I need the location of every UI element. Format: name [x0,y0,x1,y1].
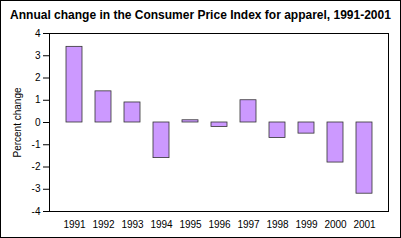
svg-text:-2: -2 [32,161,41,172]
svg-text:1995: 1995 [179,219,202,230]
svg-text:1999: 1999 [295,219,318,230]
svg-text:1998: 1998 [266,219,289,230]
svg-text:Percent change: Percent change [12,87,23,157]
html-text:Annual change in the Consumer: Annual change in the Consumer Price Inde… [10,8,391,22]
svg-text:2000: 2000 [324,219,347,230]
svg-text:-1: -1 [32,139,41,150]
svg-text:1993: 1993 [121,219,144,230]
svg-text:1994: 1994 [150,219,173,230]
svg-text:1997: 1997 [237,219,260,230]
svg-text:0: 0 [35,117,41,128]
svg-text:2001: 2001 [353,219,376,230]
svg-text:1996: 1996 [208,219,231,230]
svg-text:-4: -4 [32,206,41,217]
svg-text:4: 4 [35,28,41,39]
svg-text:1: 1 [35,94,41,105]
svg-text:1992: 1992 [92,219,115,230]
svg-text:-3: -3 [32,183,41,194]
svg-text:1991: 1991 [63,219,86,230]
svg-text:2: 2 [35,72,41,83]
svg-text:3: 3 [35,50,41,61]
